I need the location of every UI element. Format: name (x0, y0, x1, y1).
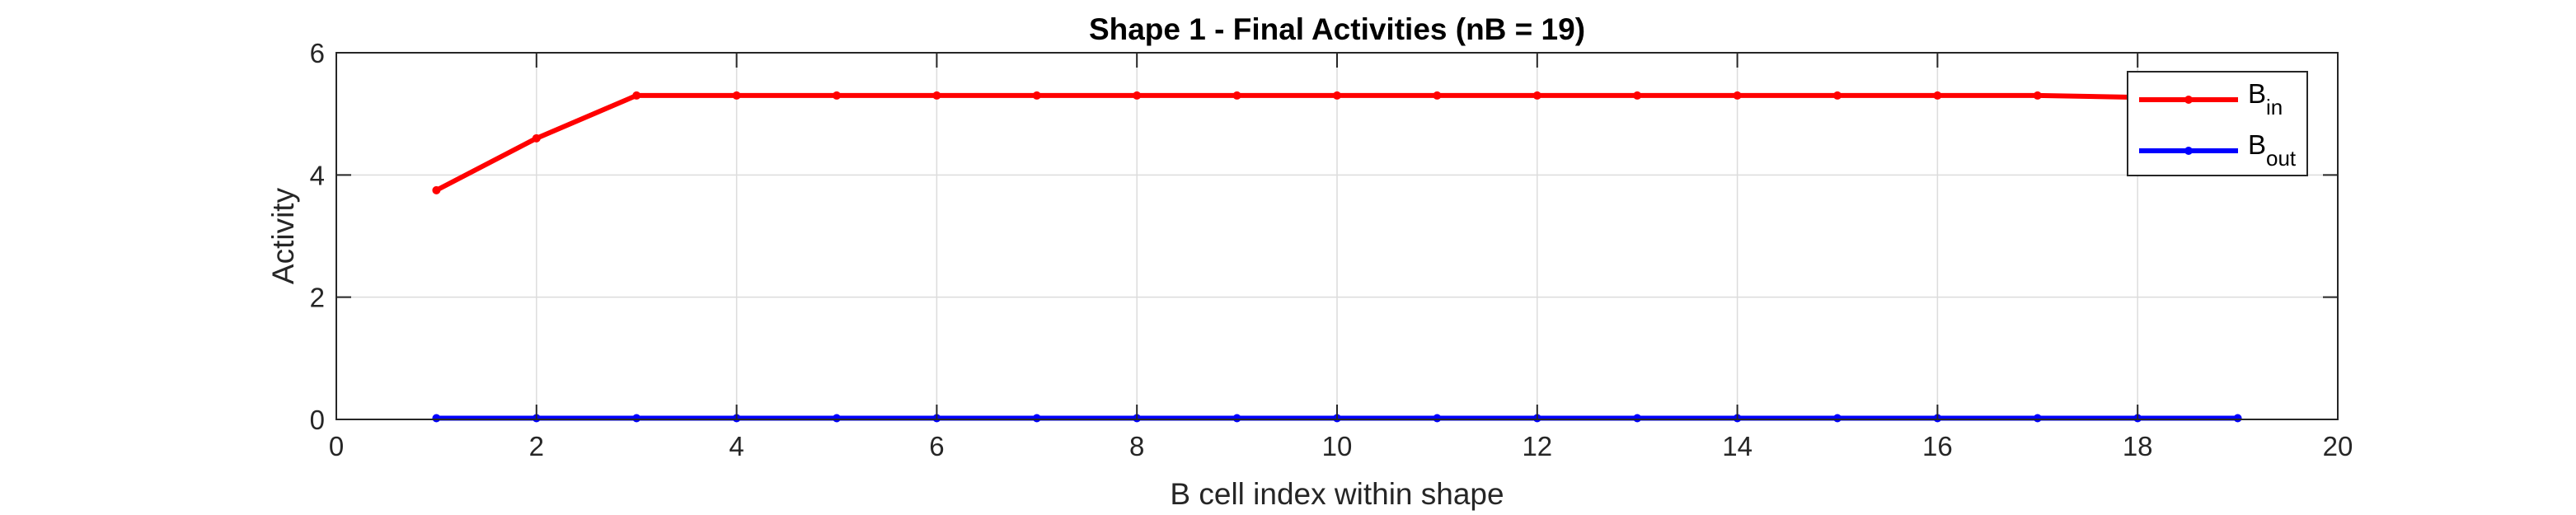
y-tick-label: 6 (310, 38, 325, 68)
x-tick-label: 10 (1322, 431, 1353, 461)
data-point-in (1833, 91, 1842, 100)
legend-label-in: Bin (2248, 78, 2283, 119)
data-point-out (1032, 414, 1041, 423)
x-tick-label: 20 (2323, 431, 2353, 461)
data-point-out (1833, 414, 1842, 423)
data-point-in (732, 91, 741, 100)
x-tick-label: 6 (929, 431, 944, 461)
data-point-in (2033, 91, 2042, 100)
data-point-in (1433, 91, 1442, 100)
tick-layer: 0 2 4 6 8 10 12 14 16 18 20 0 2 4 6 (310, 38, 2353, 461)
data-point-in (532, 133, 541, 143)
grid-layer (336, 53, 2338, 419)
x-tick-label: 4 (729, 431, 744, 461)
data-point-out (1433, 414, 1442, 423)
data-point-in (1633, 91, 1642, 100)
data-point-out (2233, 414, 2242, 423)
x-tick-label: 18 (2123, 431, 2153, 461)
data-point-out (432, 414, 441, 423)
x-tick-label: 0 (329, 431, 344, 461)
data-point-out (2033, 414, 2042, 423)
data-point-in (1232, 91, 1241, 100)
y-tick-label: 0 (310, 405, 325, 435)
data-point-in (1032, 91, 1041, 100)
data-point-in (1532, 91, 1541, 100)
data-point-in (432, 185, 441, 194)
data-point-in (1133, 91, 1142, 100)
y-axis-label: Activity (266, 187, 300, 284)
data-point-out (1633, 414, 1642, 423)
data-point-in (1933, 91, 1942, 100)
x-axis-label: B cell index within shape (1170, 477, 1504, 511)
legend: Bin Bout (2127, 71, 2308, 176)
x-tick-label: 16 (1922, 431, 1953, 461)
data-point-out (1232, 414, 1241, 423)
data-point-in (932, 91, 941, 100)
legend-marker-out (2184, 147, 2193, 155)
data-point-in (632, 91, 641, 100)
data-point-out (833, 414, 841, 423)
x-tick-label: 12 (1522, 431, 1552, 461)
y-tick-label: 4 (310, 160, 325, 190)
data-point-in (1333, 91, 1341, 100)
legend-marker-in (2184, 96, 2193, 104)
legend-label-out: Bout (2248, 129, 2297, 171)
data-point-in (833, 91, 841, 100)
chart-title: Shape 1 - Final Activities (nB = 19) (1089, 12, 1585, 46)
x-tick-label: 8 (1129, 431, 1144, 461)
data-point-out (632, 414, 641, 423)
x-tick-label: 2 (529, 431, 544, 461)
y-tick-label: 2 (310, 283, 325, 313)
x-tick-label: 14 (1722, 431, 1753, 461)
data-point-in (1733, 91, 1742, 100)
legend-box (2127, 71, 2308, 176)
